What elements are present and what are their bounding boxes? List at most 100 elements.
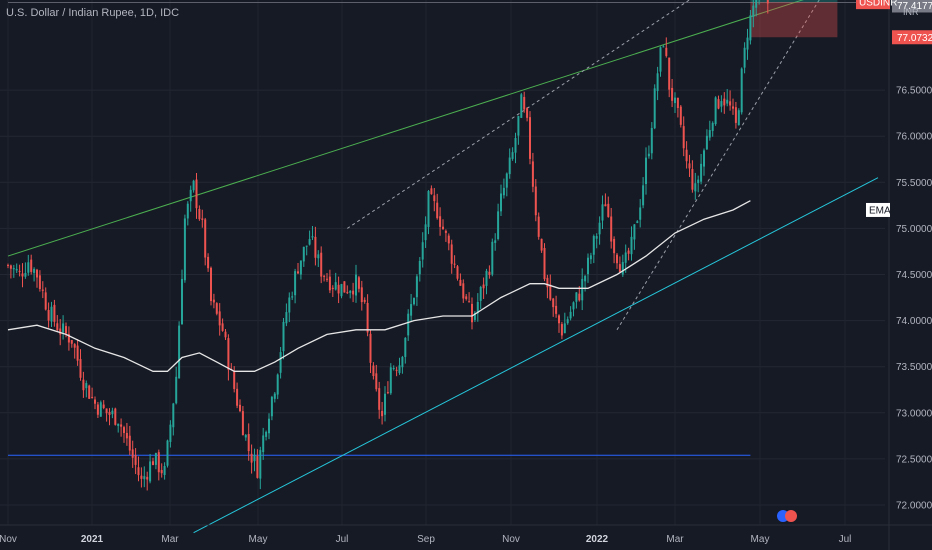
candle-body	[766, 0, 769, 4]
candle-body	[259, 450, 262, 479]
candle-body	[703, 150, 705, 167]
ema-line	[7, 200, 751, 372]
candle-body	[201, 218, 204, 220]
candle-body	[18, 270, 21, 272]
candle-body	[311, 236, 314, 238]
candle-body	[270, 396, 273, 417]
candle-body	[682, 126, 685, 149]
y-tick-label: 74.5000	[896, 270, 932, 281]
candle-body	[450, 244, 453, 264]
candle-body	[67, 333, 70, 343]
candle-body	[244, 434, 247, 438]
candle-body	[511, 152, 514, 159]
candle-body	[128, 435, 131, 451]
candle-body	[166, 440, 169, 466]
candle-body	[7, 264, 9, 266]
us-flag-icon	[777, 510, 797, 522]
candle-body	[442, 226, 444, 229]
candle-body	[415, 276, 418, 298]
candle-body	[334, 282, 337, 290]
candle-body	[134, 455, 137, 465]
candle-body	[697, 179, 700, 184]
candle-body	[665, 47, 668, 56]
candle-body	[146, 476, 149, 480]
candle-body	[488, 271, 491, 275]
candle-body	[317, 254, 320, 259]
candle-body	[650, 127, 653, 154]
candle-body	[407, 313, 410, 336]
candle-body	[413, 298, 415, 305]
x-tick-label: Sep	[417, 534, 435, 545]
candle-body	[502, 187, 505, 196]
candle-body	[476, 301, 479, 314]
candle-body	[262, 435, 265, 453]
candle-body	[711, 122, 714, 131]
currency-label: INR	[903, 7, 919, 17]
candle-body	[125, 432, 128, 439]
candle-body	[268, 418, 270, 434]
candle-body	[732, 106, 734, 109]
trend-line-dashed-lower	[616, 0, 820, 331]
candle-body	[117, 423, 120, 426]
candle-body	[47, 310, 50, 321]
candle-body	[152, 461, 154, 465]
candle-body	[154, 453, 157, 465]
candle-body	[679, 106, 682, 125]
candle-body	[508, 157, 511, 175]
candle-body	[178, 325, 181, 379]
price-badge-text: 77.4177	[897, 1, 932, 12]
x-tick-label: May	[249, 534, 268, 545]
candle-body	[404, 337, 407, 357]
candle-body	[543, 248, 546, 280]
grid	[0, 89, 885, 506]
candle-body	[526, 108, 529, 118]
candle-body	[456, 266, 459, 279]
candle-body	[485, 270, 488, 286]
x-tick-label: Nov	[502, 534, 520, 545]
candle-body	[560, 324, 563, 336]
candle-body	[520, 94, 523, 118]
y-tick-label: 75.5000	[896, 178, 932, 189]
candle-body	[694, 183, 697, 192]
candle-body	[497, 211, 500, 240]
candle-body	[160, 469, 163, 474]
candle-body	[676, 97, 679, 109]
candle-body	[181, 278, 183, 325]
candle-body	[256, 455, 259, 478]
candle-body	[471, 303, 473, 323]
candle-body	[540, 238, 543, 251]
candle-body	[563, 323, 566, 334]
candle-body	[355, 274, 357, 296]
x-tick-label: Jul	[336, 534, 349, 545]
candle-body	[328, 276, 331, 291]
candle-body	[76, 345, 79, 361]
candle-body	[610, 216, 613, 242]
candle-body	[578, 293, 581, 301]
candle-body	[102, 404, 105, 408]
candle-body	[534, 186, 537, 216]
candle-body	[314, 236, 317, 258]
candle-body	[215, 303, 218, 314]
candle-body	[33, 268, 36, 273]
candle-body	[601, 204, 604, 221]
candle-body	[65, 326, 67, 334]
candle-body	[523, 96, 526, 110]
candle-body	[584, 275, 587, 282]
candle-body	[616, 254, 618, 264]
candle-body	[572, 302, 575, 310]
trend-line-green	[7, 0, 804, 257]
candle-body	[717, 99, 720, 109]
position-zones	[750, 0, 838, 38]
candle-body	[737, 110, 740, 126]
candle-body	[555, 305, 558, 314]
candle-body	[27, 262, 30, 273]
candle-body	[105, 408, 108, 414]
candle-body	[755, 0, 758, 8]
candle-body	[143, 476, 146, 480]
candle-body	[662, 46, 665, 48]
candle-body	[183, 218, 186, 281]
x-tick-label: May	[751, 534, 770, 545]
trend-line-channel	[193, 177, 879, 534]
